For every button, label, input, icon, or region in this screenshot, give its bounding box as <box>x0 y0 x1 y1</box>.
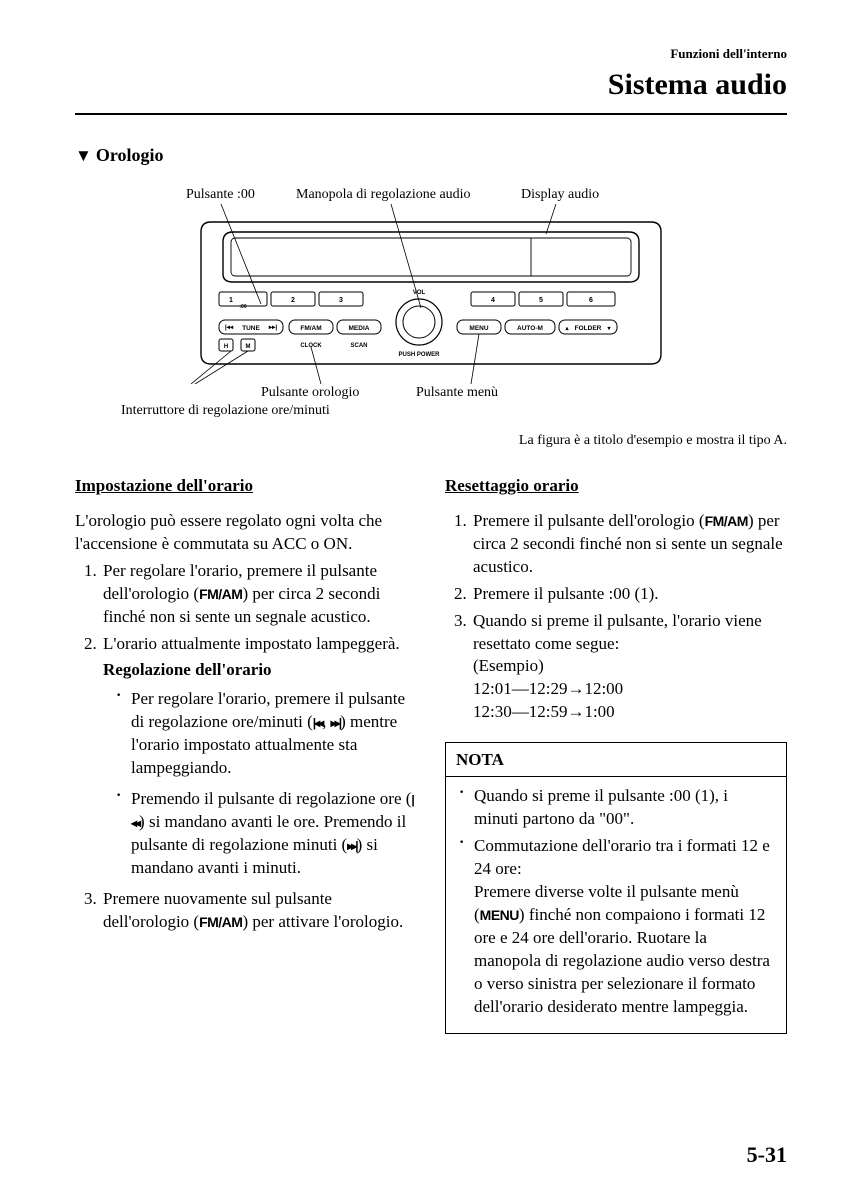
header-category: Funzioni dell'interno <box>75 45 787 63</box>
label-display: Display audio <box>521 186 599 205</box>
diagram-top-labels: Pulsante :00 Manopola di regolazione aud… <box>161 186 701 204</box>
svg-text:4: 4 <box>491 297 495 304</box>
label-interruttore: Interruttore di regolazione ore/minuti <box>121 402 330 421</box>
svg-text:PUSH POWER: PUSH POWER <box>398 352 440 358</box>
content-columns: Impostazione dell'orario L'orologio può … <box>75 475 787 1034</box>
menu-label: MENU <box>480 907 519 923</box>
right-list: Premere il pulsante dell'orologio (FM/AM… <box>445 510 787 724</box>
right-column: Resettaggio orario Premere il pulsante d… <box>445 475 787 1034</box>
list-item: Per regolare l'orario, premere il pulsan… <box>125 688 417 780</box>
list-item: Commutazione dell'orario tra i formati 1… <box>468 835 776 1019</box>
list-item: Quando si preme il pulsante, l'orario vi… <box>471 610 787 725</box>
svg-text:M: M <box>246 344 251 350</box>
left-heading: Impostazione dell'orario <box>75 475 417 498</box>
left-intro: L'orologio può essere regolato ogni volt… <box>75 510 417 556</box>
list-item: Premere il pulsante :00 (1). <box>471 583 787 606</box>
header-title: Sistema audio <box>75 65 787 106</box>
left-list: Per regolare l'orario, premere il pulsan… <box>75 560 417 934</box>
svg-text:H: H <box>224 344 228 350</box>
svg-text:2: 2 <box>291 297 295 304</box>
svg-text:3: 3 <box>339 297 343 304</box>
note-title: NOTA <box>446 743 786 777</box>
skip-fwd-icon: ▸▸| <box>347 839 356 853</box>
svg-text:▴: ▴ <box>564 326 569 332</box>
fmam-label: FM/AM <box>705 513 748 529</box>
list-item: Quando si preme il pulsante :00 (1), i m… <box>468 785 776 831</box>
list-item: L'orario attualmente impostato lampegger… <box>101 633 417 880</box>
triangle-icon: ▼ <box>75 146 92 165</box>
regolazione-heading: Regolazione dell'orario <box>103 659 417 682</box>
diagram-caption: La figura è a titolo d'esempio e mostra … <box>75 432 787 451</box>
list-item: Premere nuovamente sul pulsante dell'oro… <box>101 888 417 934</box>
header-rule <box>75 113 787 115</box>
radio-diagram: Pulsante :00 Manopola di regolazione aud… <box>161 186 701 422</box>
svg-text:▾: ▾ <box>606 326 611 332</box>
list-item: Premere il pulsante dell'orologio (FM/AM… <box>471 510 787 579</box>
label-pulsante-00: Pulsante :00 <box>186 186 255 205</box>
diagram-bottom-labels: Pulsante orologio Pulsante menù Interrut… <box>161 384 701 422</box>
label-pulsante-orologio: Pulsante orologio <box>261 384 359 403</box>
svg-text:VOL: VOL <box>413 290 426 296</box>
list-item: Per regolare l'orario, premere il pulsan… <box>101 560 417 629</box>
svg-text:MEDIA: MEDIA <box>349 325 370 332</box>
svg-text:1: 1 <box>229 297 233 304</box>
svg-text::00: :00 <box>239 304 246 310</box>
svg-text:FOLDER: FOLDER <box>575 325 602 332</box>
svg-text:▸▸|: ▸▸| <box>268 324 278 331</box>
svg-text:5: 5 <box>539 297 543 304</box>
right-heading: Resettaggio orario <box>445 475 787 498</box>
list-item: Premendo il pulsante di regolazione ore … <box>125 788 417 880</box>
label-manopola: Manopola di regolazione audio <box>296 186 471 205</box>
left-column: Impostazione dell'orario L'orologio può … <box>75 475 417 1034</box>
svg-text:TUNE: TUNE <box>242 325 260 332</box>
svg-text:|◂◂: |◂◂ <box>225 324 234 331</box>
svg-text:FM/AM: FM/AM <box>300 325 321 332</box>
note-body: Quando si preme il pulsante :00 (1), i m… <box>446 777 786 1032</box>
label-pulsante-menu: Pulsante menù <box>416 384 498 403</box>
svg-text:SCAN: SCAN <box>350 343 367 349</box>
skip-back-icon: |◂◂ <box>313 716 322 730</box>
radio-svg: 1 :00 2 3 4 5 6 |◂◂ TUNE ▸▸| FM/AM MEDIA… <box>161 204 701 384</box>
svg-text:MENU: MENU <box>469 325 488 332</box>
page-number: 5-31 <box>747 1140 787 1170</box>
fmam-label: FM/AM <box>199 914 242 930</box>
fmam-label: FM/AM <box>199 586 242 602</box>
section-title: Orologio <box>96 145 164 165</box>
note-box: NOTA Quando si preme il pulsante :00 (1)… <box>445 742 787 1033</box>
page-header: Funzioni dell'interno Sistema audio <box>75 45 787 105</box>
section-heading: ▼Orologio <box>75 143 787 168</box>
skip-fwd-icon: ▸▸| <box>331 716 340 730</box>
svg-text:6: 6 <box>589 297 593 304</box>
sub-list: Per regolare l'orario, premere il pulsan… <box>103 688 417 880</box>
svg-text:AUTO-M: AUTO-M <box>517 325 543 332</box>
